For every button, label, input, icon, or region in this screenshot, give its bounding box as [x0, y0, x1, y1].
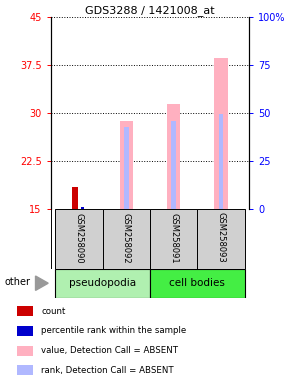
Bar — [197, 209, 245, 269]
Text: rank, Detection Call = ABSENT: rank, Detection Call = ABSENT — [41, 366, 174, 375]
Bar — [17, 365, 33, 376]
Bar — [120, 121, 133, 209]
Bar — [55, 209, 103, 269]
Bar — [55, 269, 150, 298]
Text: GSM258093: GSM258093 — [217, 212, 226, 263]
Bar — [17, 326, 33, 336]
Text: GSM258091: GSM258091 — [169, 212, 178, 263]
Title: GDS3288 / 1421008_at: GDS3288 / 1421008_at — [85, 5, 215, 16]
Polygon shape — [35, 276, 48, 290]
Bar — [150, 209, 197, 269]
Bar — [150, 269, 245, 298]
Bar — [219, 114, 223, 209]
Bar — [81, 207, 84, 209]
Bar — [72, 187, 78, 209]
Bar — [17, 306, 33, 316]
Text: percentile rank within the sample: percentile rank within the sample — [41, 326, 186, 336]
Text: value, Detection Call = ABSENT: value, Detection Call = ABSENT — [41, 346, 178, 355]
Bar — [171, 121, 176, 209]
Text: count: count — [41, 307, 66, 316]
Bar — [103, 209, 150, 269]
Bar — [167, 104, 180, 209]
Text: pseudopodia: pseudopodia — [69, 278, 136, 288]
Bar — [124, 127, 129, 209]
Text: GSM258092: GSM258092 — [122, 212, 131, 263]
Bar — [17, 346, 33, 356]
Text: other: other — [4, 277, 30, 287]
Text: GSM258090: GSM258090 — [75, 212, 84, 263]
Bar — [214, 58, 228, 209]
Text: cell bodies: cell bodies — [169, 278, 225, 288]
